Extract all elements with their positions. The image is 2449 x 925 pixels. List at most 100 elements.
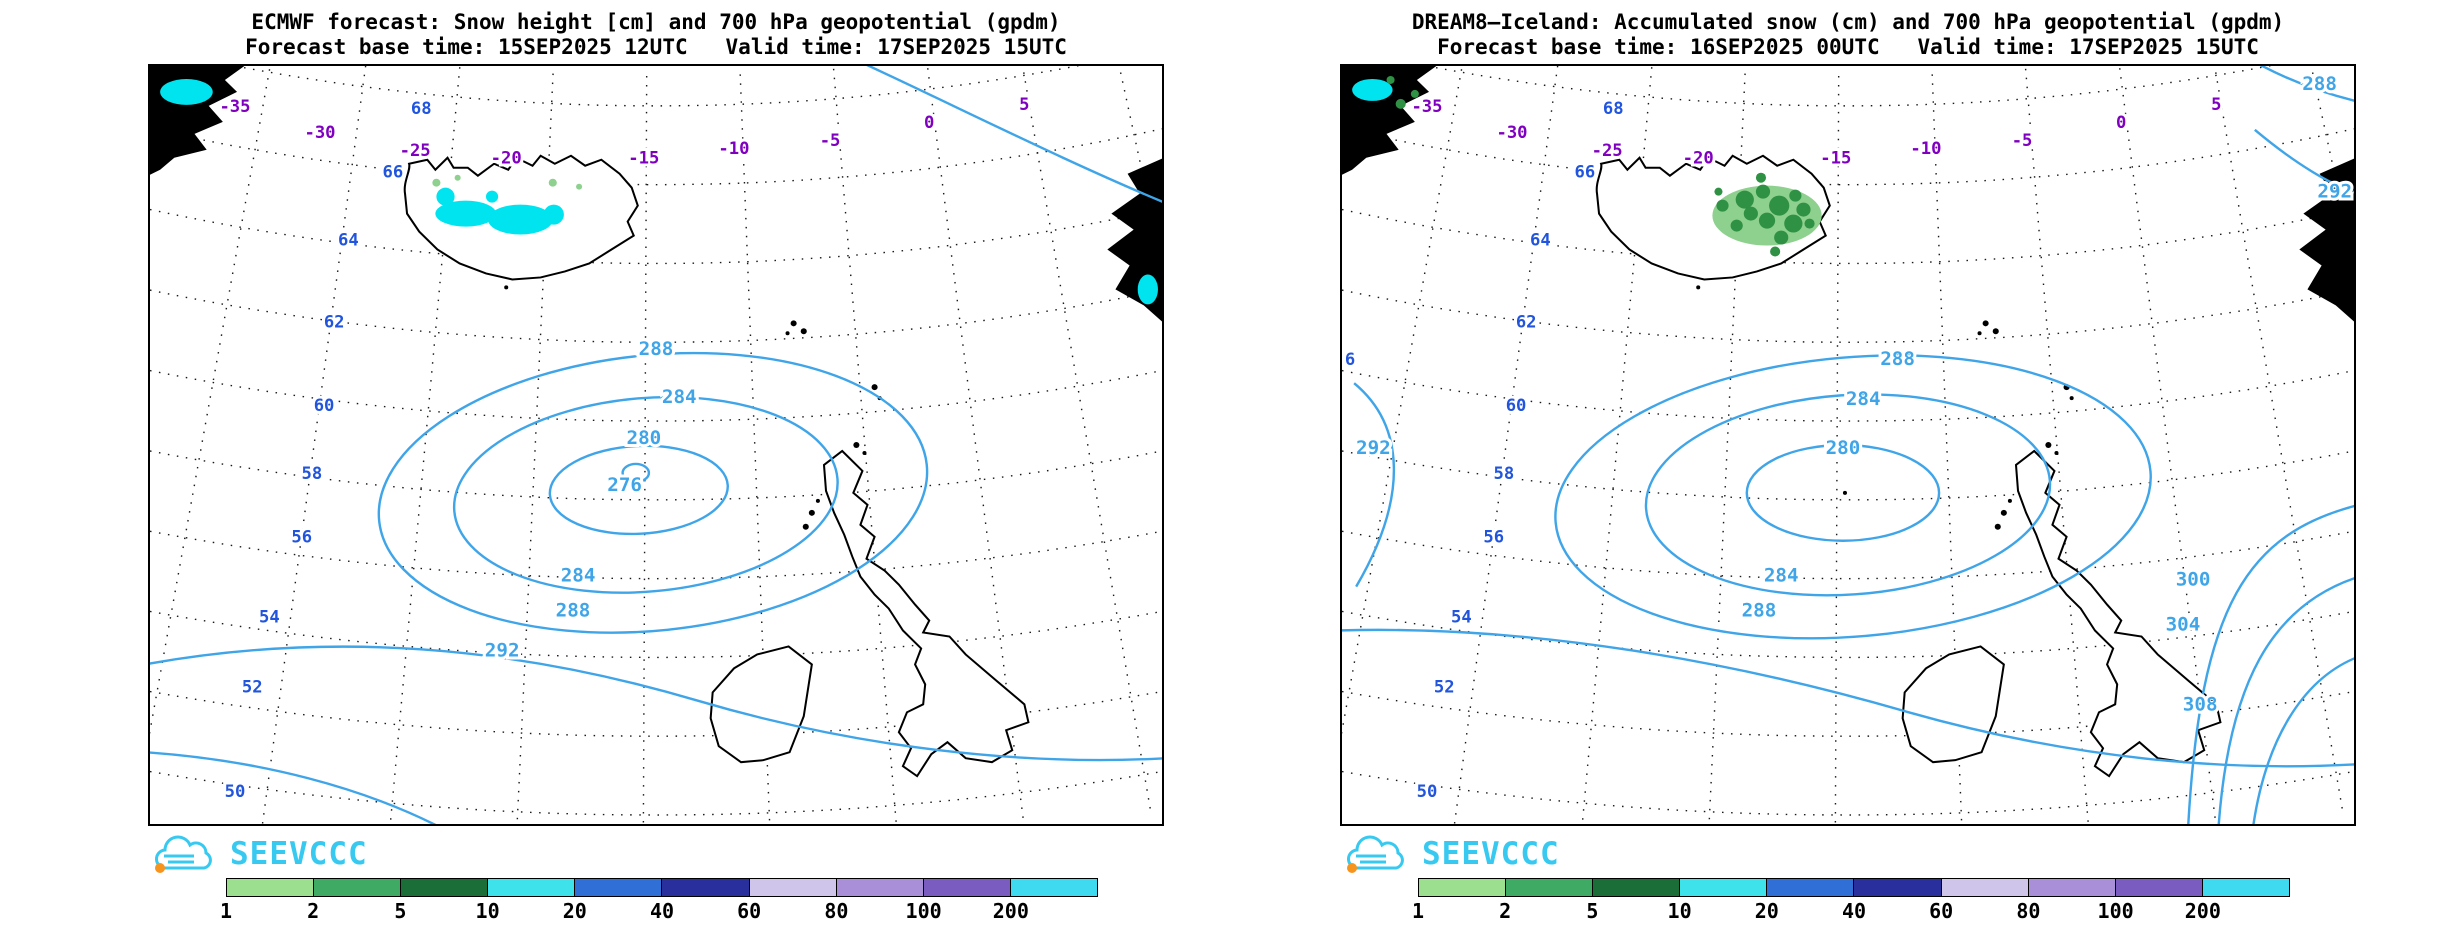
- panel-ecmwf: ECMWF forecast: Snow height [cm] and 700…: [148, 10, 1164, 923]
- contour-label: 280: [626, 427, 661, 449]
- colorbar-cell: [749, 879, 837, 896]
- panel-dream8: DREAM8—Iceland: Accumulated snow (cm) an…: [1340, 10, 2356, 923]
- colorbar-cell: [488, 879, 576, 896]
- colorbar: 1 2 5 10 20 40 60 80 100 200: [1412, 878, 2290, 923]
- latitude-label: 50: [225, 782, 246, 802]
- geopotential-contours: [1342, 66, 2354, 824]
- islet: [1982, 320, 1989, 327]
- islet: [2054, 450, 2059, 455]
- islet: [1696, 285, 1701, 290]
- snow-patch: [1784, 214, 1803, 233]
- snow-patch: [1716, 199, 1729, 212]
- contour-label: 292: [2317, 181, 2352, 203]
- colorbar-cell: [314, 879, 402, 896]
- longitude-label: -30: [1496, 123, 1527, 143]
- colorbar-tick: 80: [2016, 899, 2041, 923]
- colorbar-cell: [575, 879, 663, 896]
- islet: [1977, 331, 1982, 336]
- colorbar-cell: [2028, 879, 2116, 896]
- contour-label: 292: [485, 640, 520, 662]
- cloud-logo-icon: [1347, 835, 1404, 873]
- contour-label: 288: [1880, 348, 1915, 370]
- islet: [853, 442, 860, 448]
- islet: [802, 523, 809, 530]
- longitude-label: -25: [400, 141, 431, 161]
- snow-patch: [543, 204, 564, 225]
- islet: [504, 285, 509, 290]
- contour-label: 280: [1826, 437, 1861, 459]
- snow-patch: [1758, 212, 1776, 229]
- latitude-label: 54: [1451, 608, 1472, 628]
- snow-patch: [1395, 98, 1406, 109]
- longitude-label: -10: [718, 139, 749, 159]
- colorbar-ticks: 1 2 5 10 20 40 60 80 100 200: [1412, 897, 2290, 923]
- colorbar-cell: [1941, 879, 2029, 896]
- longitude-label: -25: [1592, 141, 1623, 161]
- colorbar-cell: [1010, 879, 1097, 896]
- contour-label: 284: [561, 565, 596, 587]
- contour-label: 284: [1764, 565, 1799, 587]
- colorbar-tick: 60: [737, 899, 762, 923]
- contour-label: 284: [1846, 388, 1881, 410]
- latitude-label: 58: [302, 464, 323, 484]
- seevccc-logo: SEEVCCC: [148, 832, 1164, 876]
- latitude-label: 56: [1483, 528, 1504, 548]
- islet: [2045, 442, 2052, 448]
- panel-title: DREAM8—Iceland: Accumulated snow (cm) an…: [1411, 10, 2285, 34]
- snow-patch: [1352, 78, 1393, 101]
- colorbar-cell: [1854, 879, 1942, 896]
- snow-shading: [1352, 75, 1822, 257]
- colorbar-cell: [1593, 879, 1681, 896]
- map-dream8: 288 284 280 284 288 292 300 304 308 288 292 68 66 64 6…: [1340, 64, 2356, 826]
- snow-patch: [1774, 230, 1789, 245]
- map-labels: 288 284 280 284 288 292 300 304 308 288 292 68 66 64 6…: [1342, 70, 2354, 805]
- colorbar-cell: [1680, 879, 1768, 896]
- panel-title-block: DREAM8—Iceland: Accumulated snow (cm) an…: [1340, 10, 2356, 60]
- colorbar-cell: [401, 879, 489, 896]
- islet: [800, 328, 807, 335]
- islet: [808, 509, 815, 516]
- contour-label: 288: [1742, 600, 1777, 622]
- islet: [1994, 523, 2001, 530]
- latitude-label: 50: [1417, 782, 1438, 802]
- islet: [2069, 396, 2074, 401]
- colorbar-cell: [662, 879, 750, 896]
- contour-label: 288: [2302, 73, 2337, 95]
- great-britain-coast: [822, 449, 1030, 778]
- map-ecmwf: 288 284 280 276 284 288 292 68 66 64 62 60 58 56 54 52 5…: [148, 64, 1164, 826]
- contour-label: 288: [639, 338, 674, 360]
- snow-patch: [488, 204, 553, 235]
- colorbar-tick: 200: [992, 899, 1029, 923]
- latitude-label: 64: [1530, 231, 1551, 251]
- panel-subtitle: Forecast base time: 15SEP2025 12UTC Vali…: [245, 35, 1067, 59]
- snow-patch: [1755, 172, 1767, 183]
- snow-patch: [1770, 246, 1781, 257]
- latitude-label: 58: [1494, 464, 1515, 484]
- colorbar-cells: [1418, 878, 2290, 897]
- latitude-label: 60: [1506, 396, 1527, 416]
- snow-patch: [1410, 89, 1419, 98]
- longitude-label: -20: [1683, 149, 1714, 169]
- colorbar-cell: [923, 879, 1011, 896]
- colorbar-tick: 60: [1929, 899, 1954, 923]
- snow-patch: [432, 178, 441, 187]
- ireland-coast: [1901, 645, 2005, 764]
- logo-text: SEEVCCC: [230, 836, 368, 872]
- longitude-label: 5: [2211, 95, 2221, 115]
- contour-label: 300: [2176, 569, 2211, 591]
- islet: [2000, 509, 2007, 516]
- longitude-label: 5: [1019, 95, 1029, 115]
- colorbar-cell: [1506, 879, 1594, 896]
- panel-footer: SEEVCCC 1 2 5 10 20 40 60 80 100 200: [148, 832, 1164, 923]
- contour-label: 276: [607, 474, 642, 496]
- latitude-label: 54: [259, 608, 280, 628]
- snow-patch: [1769, 195, 1790, 216]
- colorbar-tick: 10: [475, 899, 500, 923]
- snow-patch: [1730, 219, 1743, 232]
- snow-patch: [435, 200, 497, 227]
- colorbar-tick: 80: [824, 899, 849, 923]
- islet: [815, 498, 820, 503]
- cloud-logo-icon: [155, 835, 212, 873]
- low-center-mark: [1842, 490, 1847, 495]
- ireland-coast: [709, 645, 813, 764]
